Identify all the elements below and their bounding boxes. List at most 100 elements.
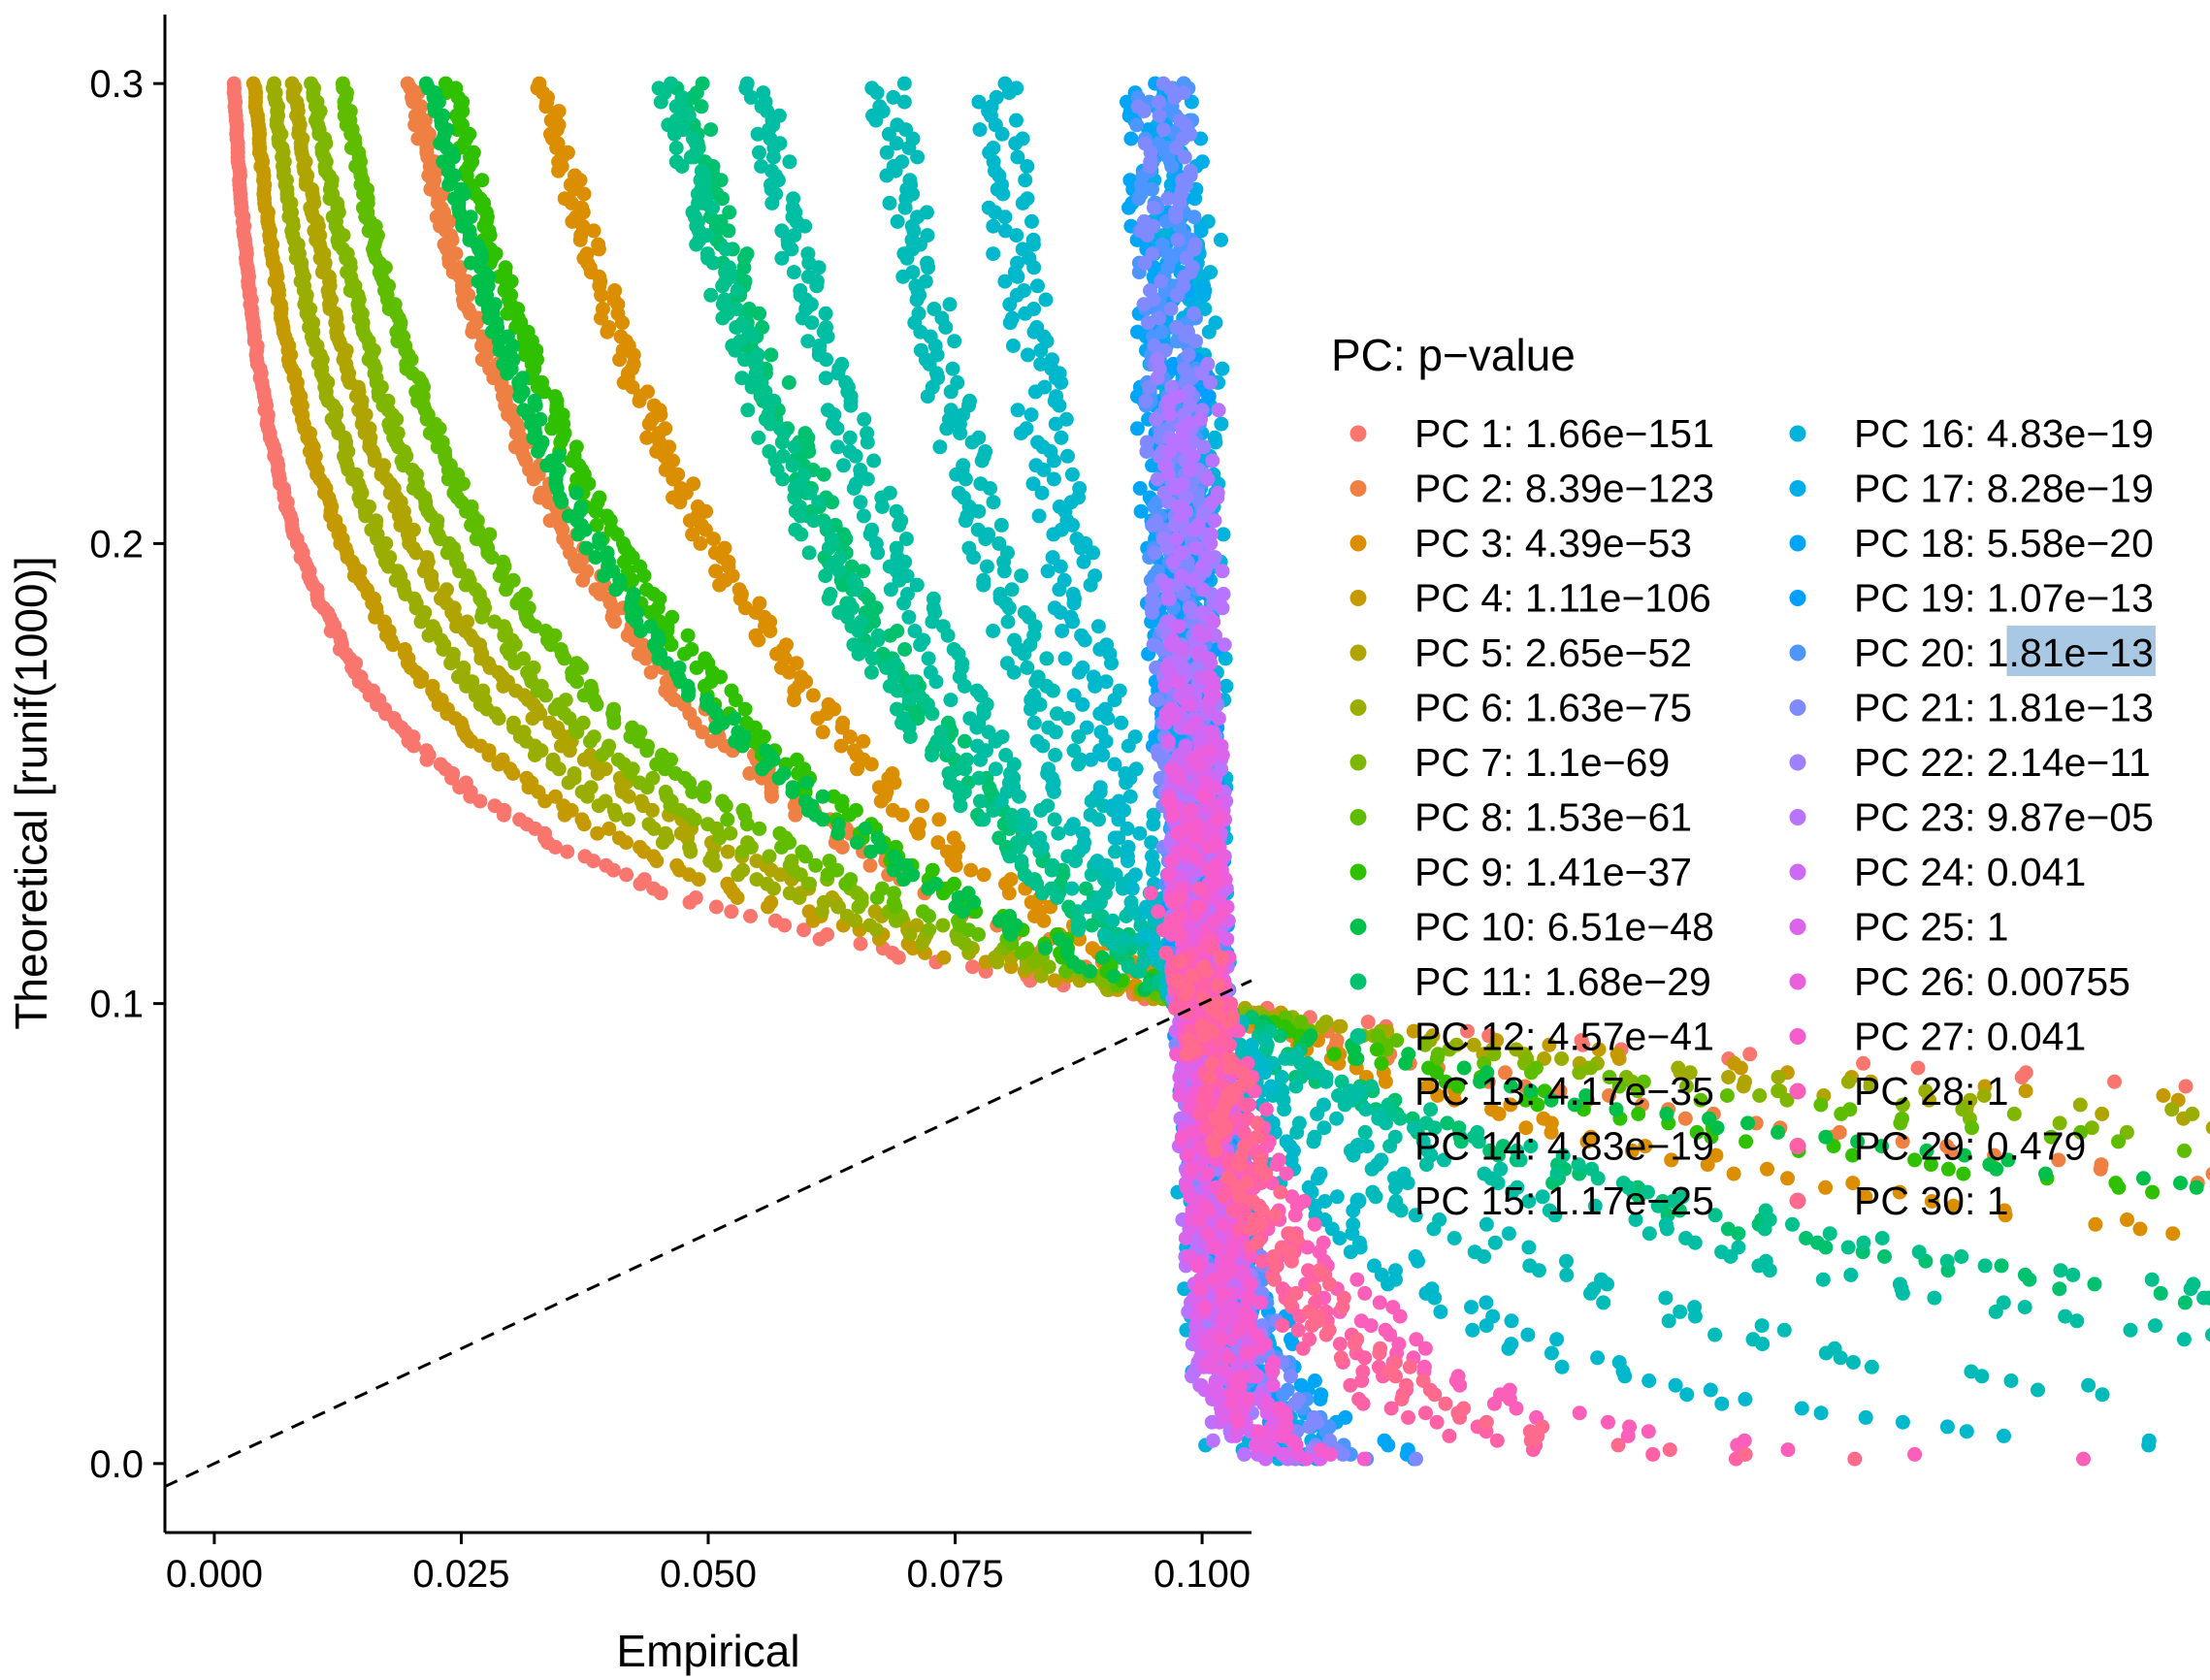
- series-12-point: [735, 315, 751, 331]
- series-13-point: [909, 577, 925, 593]
- series-7-point: [2119, 1124, 2134, 1140]
- series-13-point: [1758, 1253, 1773, 1269]
- series-9-point: [665, 609, 680, 625]
- series-8-point: [822, 854, 837, 869]
- series-9-point: [1689, 1124, 1705, 1140]
- series-15-point: [1346, 1216, 1361, 1232]
- series-3-point: [931, 812, 947, 827]
- series-14-point: [2031, 1382, 2045, 1398]
- series-14-point: [942, 297, 958, 312]
- series-13-point: [1047, 812, 1062, 827]
- series-15-point: [1019, 421, 1034, 436]
- series-14-point: [999, 656, 1015, 671]
- series-6-point: [749, 872, 764, 888]
- series-15-point: [1038, 292, 1054, 307]
- series-7-point: [601, 738, 617, 754]
- series-15-point: [1668, 1377, 1683, 1393]
- series-12-point: [699, 246, 715, 262]
- series-13-point: [821, 403, 835, 418]
- series-15-point: [1611, 1355, 1627, 1370]
- series-11-point: [1451, 1120, 1467, 1136]
- series-15-point: [1641, 1373, 1657, 1388]
- series-15-point: [1074, 628, 1089, 643]
- series-5-point: [284, 76, 300, 91]
- series-15-point: [1040, 564, 1056, 579]
- series-12-point: [801, 545, 817, 561]
- series-15-point: [1009, 81, 1024, 96]
- series-3-point: [748, 628, 764, 643]
- series-14-point: [1107, 844, 1122, 859]
- series-14-point: [1396, 1166, 1412, 1181]
- series-8-point: [1693, 1092, 1708, 1108]
- series-15-point: [1072, 481, 1088, 496]
- series-15-point: [1034, 485, 1050, 501]
- series-11-point: [1720, 1221, 1736, 1237]
- series-14-point: [1864, 1359, 1879, 1374]
- series-14-point: [890, 117, 905, 133]
- series-12-point: [732, 334, 748, 349]
- series-15-point: [1128, 761, 1144, 777]
- series-13-point: [988, 761, 1003, 777]
- series-12-point: [1381, 1097, 1396, 1113]
- series-11-point: [991, 830, 1007, 846]
- series-7-point: [1771, 1083, 1786, 1099]
- series-3-point: [963, 862, 979, 878]
- series-11-point: [2153, 1285, 2168, 1301]
- series-2-point: [1552, 1083, 1568, 1099]
- series-10-point: [626, 587, 641, 601]
- series-2-point: [2205, 1167, 2210, 1180]
- series-3-point: [557, 191, 572, 207]
- series-11-point: [2052, 1281, 2067, 1297]
- series-1-point: [1742, 1047, 1758, 1062]
- series-7-point: [1583, 1060, 1598, 1076]
- series-10-point: [1544, 1092, 1559, 1108]
- series-12-point: [925, 748, 939, 762]
- series-3-point: [939, 844, 955, 859]
- series-1-point: [577, 849, 593, 864]
- series-7-point: [610, 752, 626, 767]
- series-7-point: [487, 614, 503, 630]
- series-14-point: [943, 403, 959, 418]
- series-8-point: [1895, 1111, 1909, 1126]
- series-15-point: [1076, 554, 1091, 569]
- series-6-point: [606, 802, 622, 818]
- series-12-point: [751, 430, 766, 445]
- series-13-point: [946, 642, 961, 657]
- series-4-point: [669, 857, 685, 873]
- series-15-point: [1997, 1428, 2011, 1443]
- series-13-point: [889, 503, 904, 519]
- series-9-point: [724, 683, 739, 698]
- series-9-point: [1923, 1157, 1938, 1173]
- series-10-point: [1303, 1028, 1318, 1044]
- series-10-point: [928, 876, 944, 891]
- series-11-point: [1799, 1231, 1814, 1245]
- series-8-point: [715, 793, 731, 809]
- series-4-point: [2018, 1083, 2033, 1099]
- series-15-point: [1144, 835, 1159, 851]
- series-13-point: [1357, 1124, 1373, 1140]
- series-13-point: [2017, 1300, 2032, 1315]
- series-12-point: [1856, 1235, 1871, 1250]
- series-3-point: [607, 283, 623, 298]
- series-14-point: [951, 485, 966, 501]
- series-6-point: [621, 812, 635, 827]
- series-3-point: [690, 499, 705, 514]
- series-8-point: [915, 904, 930, 920]
- series-3-point: [1726, 1166, 1741, 1181]
- points-layer: [226, 76, 2210, 1467]
- series-3-point: [731, 582, 747, 598]
- series-13-point: [1051, 825, 1066, 841]
- series-9-point: [848, 802, 863, 818]
- series-3-point: [1924, 1194, 1939, 1209]
- series-14-point: [1329, 1111, 1345, 1126]
- series-14-point: [1594, 1272, 1609, 1287]
- series-3-point: [686, 476, 701, 492]
- series-13-point: [943, 693, 959, 708]
- series-3-point: [1484, 1102, 1500, 1117]
- series-15-point: [1092, 780, 1108, 795]
- series-1-point: [560, 844, 575, 859]
- series-12-point: [686, 131, 700, 146]
- series-10-point: [578, 540, 594, 556]
- series-11-point: [2017, 1267, 2032, 1282]
